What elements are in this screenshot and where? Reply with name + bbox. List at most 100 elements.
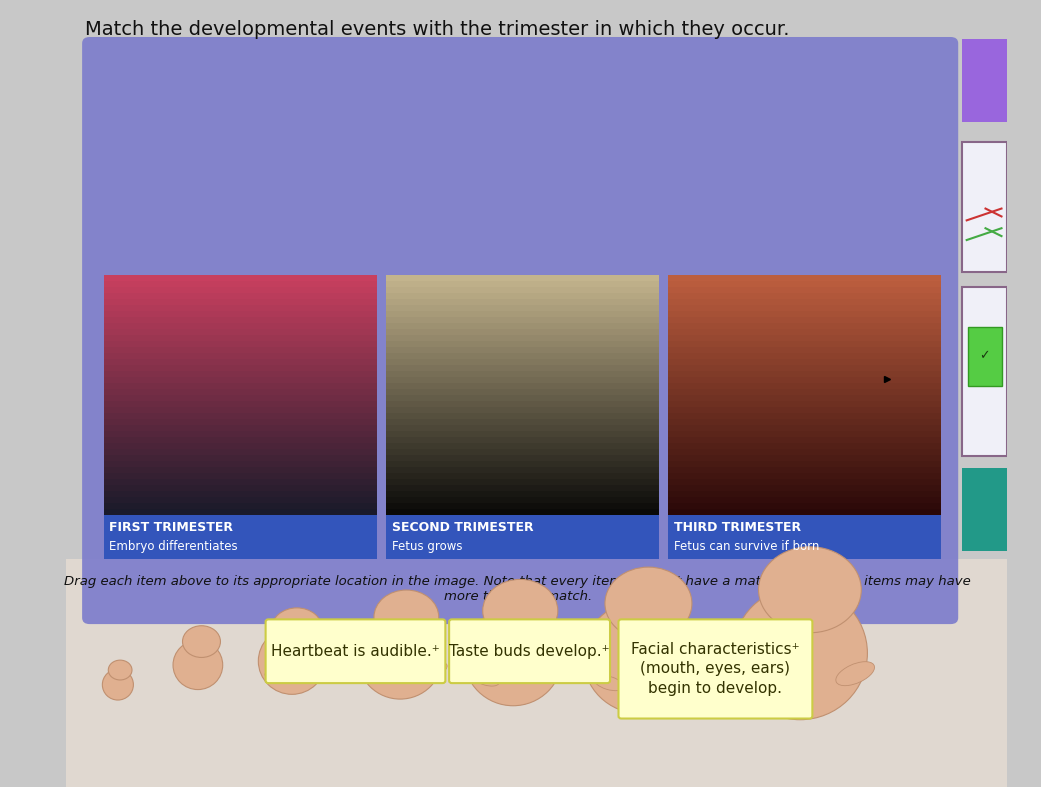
Bar [386,305,659,312]
Bar [668,408,941,413]
Bar [104,342,377,348]
Circle shape [108,660,132,680]
Text: Taste buds develop.⁺: Taste buds develop.⁺ [450,644,610,659]
FancyBboxPatch shape [265,619,446,683]
Bar [386,365,659,371]
Bar [386,461,659,467]
Bar [668,294,941,300]
Bar [386,449,659,456]
Bar [386,491,659,497]
Bar [668,300,941,305]
Ellipse shape [836,662,874,685]
Bar [104,371,377,378]
Bar [104,408,377,413]
Bar [386,348,659,353]
Text: Facial characteristics⁺
(mouth, eyes, ears)
begin to develop.: Facial characteristics⁺ (mouth, eyes, ea… [631,641,799,696]
Bar [668,474,941,479]
Text: Drag each item above to its appropriate location in the image. Note that every i: Drag each item above to its appropriate … [65,575,971,603]
Bar [386,353,659,360]
Bar [668,426,941,431]
Bar [668,444,941,449]
Bar [668,467,941,474]
Ellipse shape [258,628,326,694]
Bar [668,456,941,461]
Bar [104,300,377,305]
Ellipse shape [264,672,282,681]
Bar [668,401,941,408]
Bar [668,396,941,401]
Bar [386,474,659,479]
Bar [668,312,941,317]
Bar [104,444,377,449]
Bar [104,383,377,390]
Bar [104,509,377,515]
Ellipse shape [366,671,388,682]
Bar [386,401,659,408]
Bar [386,287,659,294]
Ellipse shape [594,675,624,691]
Bar [668,383,941,390]
Bar [386,335,659,342]
Bar [386,509,659,515]
Ellipse shape [474,673,499,686]
Bar [386,504,659,509]
Bar [386,431,659,438]
Bar [386,275,659,282]
FancyBboxPatch shape [449,619,610,683]
Bar [104,330,377,335]
Bar [104,401,377,408]
Bar [104,497,377,504]
Ellipse shape [310,665,329,678]
Bar [668,491,941,497]
Bar [104,413,377,419]
Ellipse shape [733,587,867,719]
Bar [962,142,1007,272]
Ellipse shape [464,608,562,706]
Bar [668,419,941,426]
Bar [104,474,377,479]
Text: SECOND TRIMESTER: SECOND TRIMESTER [391,521,533,534]
Bar [968,327,1001,386]
Bar [668,515,941,559]
Bar [386,323,659,330]
FancyBboxPatch shape [82,37,958,624]
Bar [67,559,1007,787]
Text: FIRST TRIMESTER: FIRST TRIMESTER [109,521,233,534]
Bar [104,282,377,287]
Bar [668,497,941,504]
Bar [386,371,659,378]
Bar [668,486,941,491]
Circle shape [759,547,861,633]
Bar [104,360,377,365]
Bar [386,312,659,317]
Ellipse shape [746,675,781,693]
Circle shape [605,567,692,640]
Bar [386,282,659,287]
Bar [104,467,377,474]
Bar [668,449,941,456]
Bar [668,479,941,486]
Bar [386,426,659,431]
Bar [386,408,659,413]
Bar [668,413,941,419]
Bar [386,383,659,390]
Text: Fetus grows: Fetus grows [391,540,462,553]
Bar [104,312,377,317]
Ellipse shape [102,669,133,700]
Bar [668,431,941,438]
Bar [104,491,377,497]
Bar [386,330,659,335]
Bar [668,287,941,294]
Bar [386,486,659,491]
Bar [104,431,377,438]
Circle shape [182,626,221,657]
Bar [962,287,1007,456]
Bar [386,390,659,396]
Bar [104,365,377,371]
Text: Match the developmental events with the trimester in which they occur.: Match the developmental events with the … [85,20,789,39]
Bar [668,365,941,371]
Text: Heartbeat is audible.⁺: Heartbeat is audible.⁺ [271,644,440,659]
Bar [104,419,377,426]
Bar [386,396,659,401]
Bar [668,438,941,444]
